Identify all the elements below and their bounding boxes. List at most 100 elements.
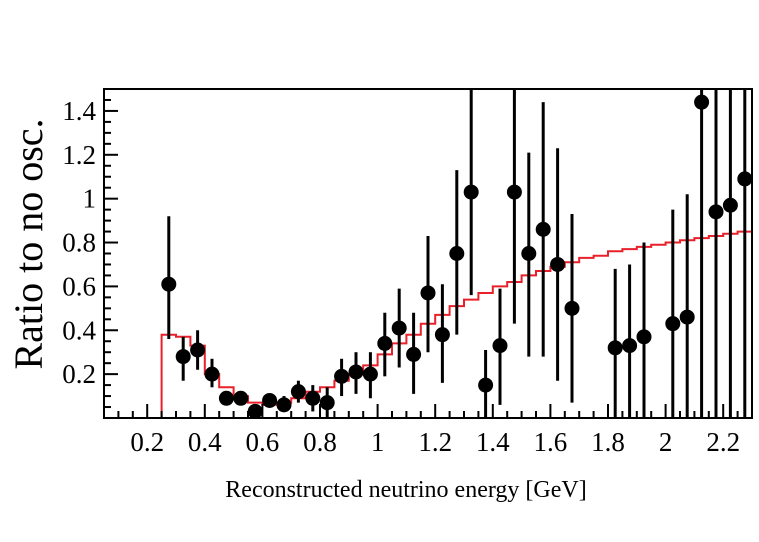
- data-point: [463, 89, 479, 296]
- data-marker: [233, 390, 249, 406]
- data-point: [276, 396, 292, 413]
- data-point: [262, 392, 278, 408]
- data-marker: [463, 184, 479, 200]
- data-marker: [334, 368, 350, 384]
- data-marker: [161, 276, 177, 292]
- data-marker: [420, 285, 436, 301]
- data-point: [694, 89, 710, 418]
- data-point: [434, 284, 450, 383]
- x-tick-label: 1.2: [418, 427, 452, 457]
- data-point: [564, 214, 580, 403]
- x-tick-label: 1.8: [591, 427, 625, 457]
- data-point: [622, 264, 638, 418]
- data-point: [161, 216, 177, 340]
- data-point: [204, 358, 220, 388]
- data-point: [175, 336, 191, 381]
- data-point: [737, 89, 753, 418]
- data-marker: [204, 366, 220, 382]
- data-point: [506, 89, 522, 324]
- data-marker: [722, 197, 738, 213]
- x-tick-label: 0.6: [246, 427, 280, 457]
- data-point: [636, 242, 652, 418]
- data-marker: [406, 346, 422, 362]
- data-marker: [506, 184, 522, 200]
- data-point: [391, 288, 407, 368]
- data-marker: [535, 221, 551, 237]
- data-point: [521, 152, 537, 357]
- data-point: [233, 390, 249, 406]
- data-marker: [679, 309, 695, 325]
- data-point: [492, 288, 508, 405]
- data-marker: [564, 300, 580, 316]
- y-axis-title: Ratio to no osc.: [6, 118, 51, 369]
- data-point: [377, 312, 393, 377]
- data-point: [406, 312, 422, 394]
- data-point: [319, 387, 335, 418]
- data-point: [190, 330, 206, 370]
- data-point: [679, 194, 695, 418]
- data-marker: [190, 342, 206, 358]
- data-point: [290, 380, 306, 403]
- data-point: [607, 268, 623, 418]
- y-tick-label: 1.2: [62, 140, 96, 170]
- x-tick-label: 1.4: [476, 427, 510, 457]
- data-marker: [348, 364, 364, 380]
- y-tick-label: 0.6: [62, 271, 96, 301]
- data-point: [478, 350, 494, 418]
- data-point: [420, 235, 436, 353]
- data-marker: [290, 384, 306, 400]
- data-marker: [247, 403, 263, 419]
- data-point: [722, 89, 738, 418]
- data-marker: [492, 338, 508, 354]
- data-point: [665, 209, 681, 418]
- y-axis-ticks: 0.2 0.4 0.6 0.8 1 1.2 1.4: [62, 88, 118, 409]
- x-tick-label: 0.4: [188, 427, 222, 457]
- data-marker: [607, 340, 623, 356]
- y-tick-label: 0.4: [62, 315, 96, 345]
- model-layer: [160, 230, 752, 418]
- x-axis-ticks: 0.2 0.4 0.6 0.8 1 1.2 1.4 1.6 1.8 2 2.2: [103, 404, 753, 457]
- y-tick-label: 1: [83, 184, 97, 214]
- data-point: [247, 403, 263, 419]
- data-marker: [694, 94, 710, 110]
- data-point: [535, 102, 551, 357]
- data-marker: [218, 390, 234, 406]
- data-marker: [434, 327, 450, 343]
- data-marker: [550, 256, 566, 272]
- y-tick-label: 1.4: [62, 96, 96, 126]
- data-marker: [391, 320, 407, 336]
- data-marker: [305, 390, 321, 406]
- x-tick-label: 0.8: [303, 427, 337, 457]
- data-marker: [708, 204, 724, 220]
- x-tick-label: 1: [371, 427, 385, 457]
- data-point: [449, 170, 465, 335]
- data-point: [362, 352, 378, 399]
- data-marker: [319, 395, 335, 411]
- data-point: [334, 358, 350, 397]
- data-point: [348, 352, 364, 394]
- data-point: [708, 89, 724, 418]
- data-marker: [377, 335, 393, 351]
- model-step-line: [160, 230, 752, 418]
- x-tick-label: 0.2: [130, 427, 164, 457]
- data-point: [305, 385, 321, 412]
- y-tick-label: 0.2: [62, 359, 96, 389]
- x-tick-label: 1.6: [534, 427, 568, 457]
- data-marker: [665, 316, 681, 332]
- y-tick-label: 0.8: [62, 228, 96, 258]
- data-marker: [276, 397, 292, 413]
- data-point: [218, 390, 234, 406]
- x-axis-title: Reconstructed neutrino energy [GeV]: [225, 477, 586, 503]
- x-tick-label: 2: [659, 427, 673, 457]
- x-tick-label: 2.2: [706, 427, 740, 457]
- data-marker: [478, 377, 494, 393]
- data-marker: [362, 366, 378, 382]
- data-marker: [737, 171, 753, 187]
- data-marker: [636, 329, 652, 345]
- data-layer: [161, 89, 753, 419]
- data-point: [550, 148, 566, 381]
- data-marker: [449, 246, 465, 261]
- data-marker: [521, 246, 537, 261]
